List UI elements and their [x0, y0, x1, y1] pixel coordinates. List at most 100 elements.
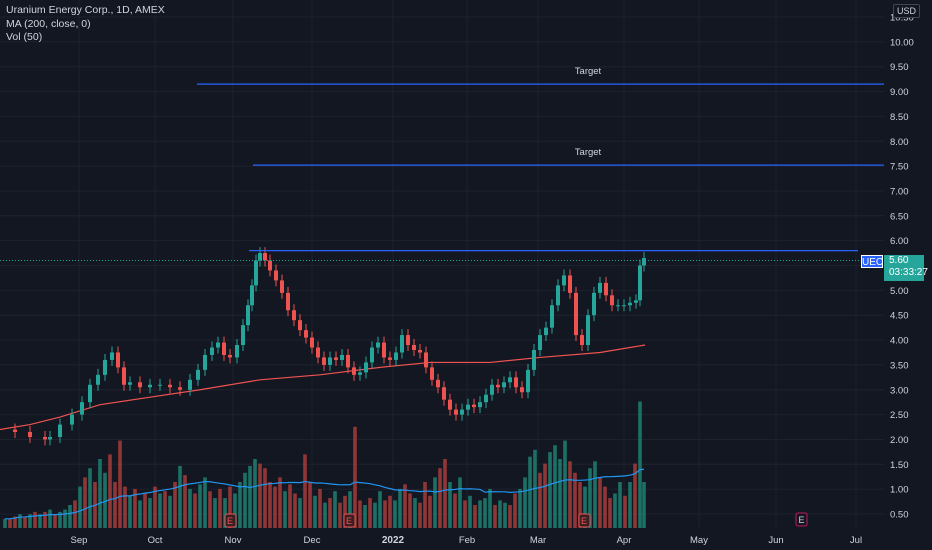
- volume-bar: [13, 516, 17, 528]
- volume-bar: [453, 493, 457, 528]
- volume-bar: [483, 498, 487, 528]
- volume-bar: [328, 498, 332, 528]
- volume-bar: [443, 459, 447, 528]
- volume-bar: [248, 465, 252, 528]
- y-tick-label: 3.50: [890, 360, 909, 371]
- volume-bar: [88, 468, 92, 528]
- volume-bar: [8, 518, 12, 528]
- volume-bar: [163, 491, 167, 528]
- candle-body: [622, 305, 626, 307]
- volume-bar: [433, 477, 437, 528]
- candle-body: [544, 327, 548, 336]
- volume-bar: [568, 461, 572, 528]
- volume-bar: [398, 488, 402, 528]
- currency-badge[interactable]: USD: [892, 4, 920, 18]
- volume-bar: [642, 482, 646, 528]
- candle-body: [562, 275, 566, 286]
- x-tick-label: May: [690, 535, 708, 546]
- candle-body: [376, 342, 380, 348]
- candle-body: [346, 354, 350, 368]
- y-tick-label: 2.50: [890, 410, 909, 421]
- volume-bar: [233, 493, 237, 528]
- volume-bar: [78, 486, 82, 528]
- volume-bar: [198, 484, 202, 528]
- future-earnings-marker: [795, 512, 808, 527]
- volume-bar: [128, 495, 132, 528]
- candle-body: [28, 431, 32, 437]
- price-tag-symbol: UEC: [861, 254, 884, 268]
- volume-bar: [58, 511, 62, 528]
- volume-bar: [83, 477, 87, 528]
- y-tick-label: 6.00: [890, 236, 909, 247]
- candle-body: [80, 402, 84, 415]
- volume-bar: [223, 498, 227, 528]
- volume-bar: [418, 502, 422, 528]
- candle-body: [70, 414, 74, 425]
- ma-legend[interactable]: MA (200, close, 0): [6, 17, 91, 30]
- volume-bar: [123, 486, 127, 528]
- volume-bar: [53, 514, 57, 528]
- target-label: Target: [575, 66, 602, 77]
- candle-body: [358, 372, 362, 375]
- volume-bar: [143, 493, 147, 528]
- volume-bar: [473, 505, 477, 528]
- earnings-marker: [578, 513, 591, 528]
- volume-bar: [588, 468, 592, 528]
- ma200-line: [0, 344, 646, 431]
- candle-body: [642, 258, 646, 266]
- candle-body: [448, 399, 452, 410]
- x-tick-label: Sep: [71, 535, 88, 546]
- volume-bar: [113, 482, 117, 528]
- candle-body: [334, 357, 338, 360]
- candle-body: [188, 379, 192, 390]
- candle-body: [472, 404, 476, 408]
- candle-body: [122, 367, 126, 385]
- x-tick-label: Mar: [530, 535, 546, 546]
- candle-body: [196, 369, 200, 380]
- candle-body: [394, 352, 398, 360]
- candle-body: [634, 300, 638, 303]
- chart-legend: Uranium Energy Corp., 1D, AMEX MA (200, …: [6, 4, 165, 45]
- price-tag-price: 5.60: [889, 254, 909, 266]
- volume-bar: [413, 498, 417, 528]
- y-tick-label: 1.00: [890, 485, 909, 496]
- volume-bar: [108, 454, 112, 528]
- volume-bar: [353, 426, 357, 528]
- volume-bar: [178, 465, 182, 528]
- volume-bar: [578, 482, 582, 528]
- volume-bar: [288, 484, 292, 528]
- candle-body: [110, 352, 114, 360]
- candle-body: [316, 347, 320, 358]
- y-tick-label: 10.50: [890, 13, 914, 24]
- earnings-marker: [343, 513, 356, 528]
- candle-body: [604, 282, 608, 296]
- candle-body: [538, 335, 542, 350]
- volume-bar: [3, 518, 7, 528]
- earnings-marker: [224, 513, 237, 528]
- volume-bar: [213, 498, 217, 528]
- candle-body: [628, 302, 632, 306]
- volume-bar: [33, 511, 37, 528]
- volume-bar: [333, 491, 337, 528]
- candle-body: [148, 384, 152, 388]
- volume-legend[interactable]: Vol (50): [6, 31, 43, 43]
- y-tick-label: 8.00: [890, 137, 909, 148]
- volume-bar: [498, 500, 502, 528]
- volume-bar: [203, 477, 207, 528]
- volume-bar: [168, 495, 172, 528]
- volume-bar: [583, 486, 587, 528]
- volume-bar: [118, 440, 122, 528]
- candle-body: [616, 305, 620, 307]
- candle-body: [216, 342, 220, 348]
- volume-bar: [218, 488, 222, 528]
- volume-bar: [478, 500, 482, 528]
- candle-body: [514, 377, 518, 388]
- volume-bar: [403, 484, 407, 528]
- candle-body: [340, 354, 344, 360]
- volume-bar: [463, 500, 467, 528]
- symbol-legend[interactable]: Uranium Energy Corp., 1D, AMEX: [6, 4, 165, 16]
- y-tick-label: 3.00: [890, 385, 909, 396]
- y-tick-label: 10.00: [890, 37, 914, 48]
- volume-bar: [348, 491, 352, 528]
